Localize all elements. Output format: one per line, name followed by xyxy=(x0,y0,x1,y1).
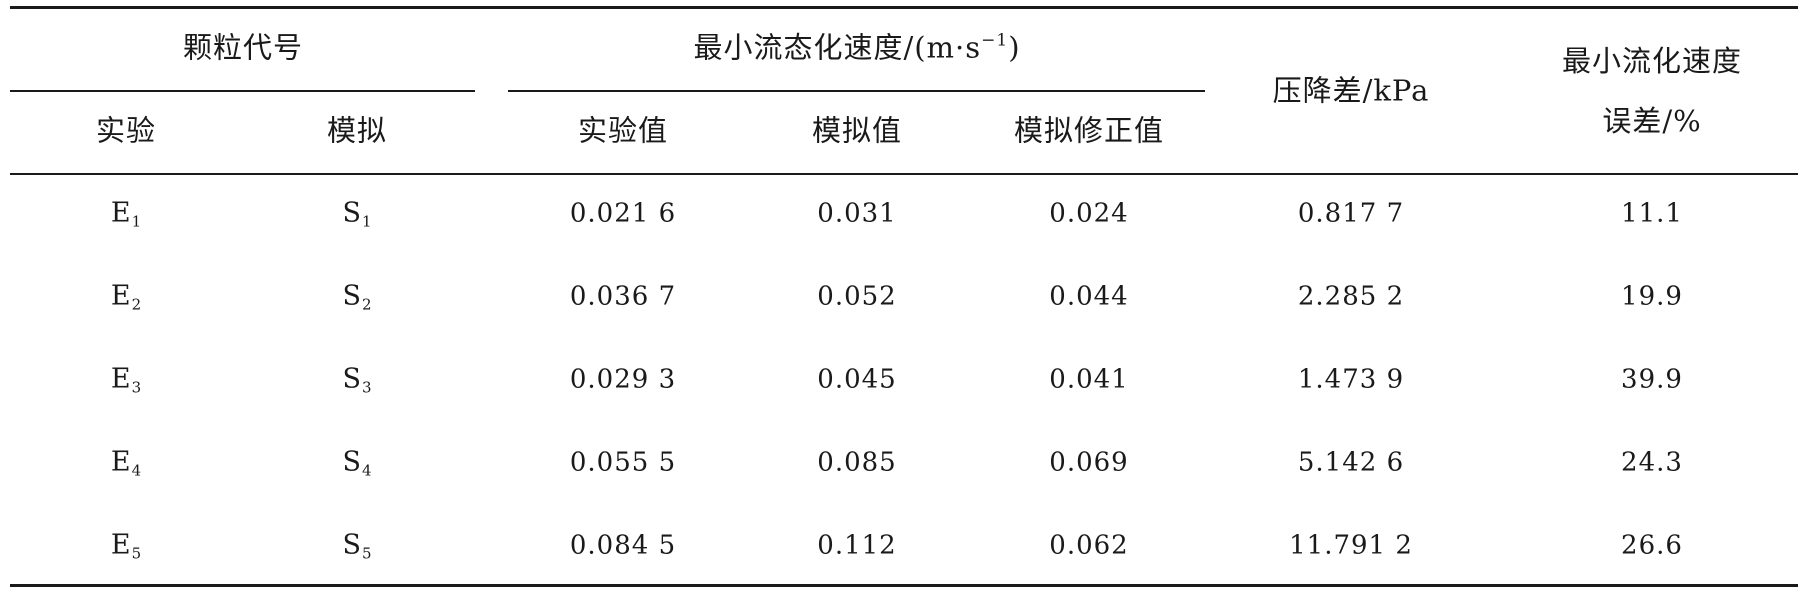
sim-code-letter: S xyxy=(342,197,361,229)
exp-code-subscript: 4 xyxy=(131,461,142,480)
sim-code-subscript: 5 xyxy=(361,544,372,563)
velocity-header-suffix: ) xyxy=(1008,30,1021,65)
table-cell-sim-value: 0.045 xyxy=(817,364,897,395)
header-pressure-drop: 压降差/kPa xyxy=(1272,73,1430,108)
table-cell-error: 19.9 xyxy=(1621,281,1683,312)
sim-code-subscript: 4 xyxy=(361,461,372,480)
velocity-header-exponent: −1 xyxy=(981,30,1009,51)
table-cell-corrected: 0.024 xyxy=(1049,198,1129,229)
header-simulation: 模拟 xyxy=(326,113,388,148)
table-cell-sim-code: S2 xyxy=(342,281,371,314)
header-error-line1: 最小流化速度 xyxy=(1561,44,1743,78)
table-top-rule xyxy=(10,6,1798,9)
sim-code-subscript: 1 xyxy=(361,212,372,231)
header-min-fluidization-velocity: 最小流态化速度/(m·s−1) xyxy=(693,31,1020,66)
sim-code-subscript: 2 xyxy=(361,295,372,314)
header-bottom-rule xyxy=(10,173,1798,175)
table-cell-sim-value: 0.112 xyxy=(817,530,897,561)
table-cell-exp-code: E4 xyxy=(111,447,141,480)
exp-code-subscript: 3 xyxy=(131,378,142,397)
table-cell-exp-value: 0.055 5 xyxy=(569,447,677,478)
table-cell-exp-value: 0.084 5 xyxy=(569,530,677,561)
table-cell-sim-code: S4 xyxy=(342,447,371,480)
exp-code-letter: E xyxy=(110,197,131,229)
table-cell-error: 26.6 xyxy=(1621,530,1683,561)
table-cell-pressure: 1.473 9 xyxy=(1297,364,1405,395)
header-particle-code: 颗粒代号 xyxy=(182,30,304,65)
table-cell-error: 39.9 xyxy=(1621,364,1683,395)
particle-group-underline xyxy=(10,90,475,92)
table-cell-exp-value: 0.021 6 xyxy=(569,198,677,229)
table-bottom-rule xyxy=(10,584,1798,587)
sim-code-letter: S xyxy=(342,529,361,561)
header-simulation-value: 模拟值 xyxy=(811,113,903,148)
table-cell-sim-code: S5 xyxy=(342,530,371,563)
table-cell-sim-code: S3 xyxy=(342,364,371,397)
table-cell-sim-value: 0.052 xyxy=(817,281,897,312)
sim-code-subscript: 3 xyxy=(361,378,372,397)
exp-code-letter: E xyxy=(110,363,131,395)
table-cell-pressure: 2.285 2 xyxy=(1297,281,1405,312)
table-cell-error: 11.1 xyxy=(1621,198,1683,229)
header-error: 最小流化速度 误差/% xyxy=(1562,31,1742,151)
table-cell-exp-code: E1 xyxy=(111,198,141,231)
velocity-group-underline xyxy=(508,90,1205,92)
table-cell-exp-code: E3 xyxy=(111,364,141,397)
table-cell-sim-value: 0.031 xyxy=(817,198,897,229)
table-cell-pressure: 5.142 6 xyxy=(1297,447,1405,478)
sim-code-letter: S xyxy=(342,446,361,478)
table-cell-exp-code: E2 xyxy=(111,281,141,314)
sim-code-letter: S xyxy=(342,280,361,312)
table-cell-exp-code: E5 xyxy=(111,530,141,563)
velocity-header-prefix: 最小流态化速度/(m·s xyxy=(693,30,982,65)
table-cell-pressure: 0.817 7 xyxy=(1297,198,1405,229)
sim-code-letter: S xyxy=(342,363,361,395)
header-error-line2: 误差/% xyxy=(1602,104,1702,138)
table-cell-corrected: 0.044 xyxy=(1049,281,1129,312)
header-experiment: 实验 xyxy=(95,113,157,148)
table-cell-sim-code: S1 xyxy=(342,198,371,231)
header-experiment-value: 实验值 xyxy=(577,113,669,148)
exp-code-letter: E xyxy=(110,529,131,561)
table-cell-corrected: 0.041 xyxy=(1049,364,1129,395)
table-cell-exp-value: 0.036 7 xyxy=(569,281,677,312)
exp-code-subscript: 1 xyxy=(131,212,142,231)
exp-code-letter: E xyxy=(110,280,131,312)
table-cell-corrected: 0.062 xyxy=(1049,530,1129,561)
table-cell-pressure: 11.791 2 xyxy=(1289,530,1413,561)
exp-code-subscript: 5 xyxy=(131,544,142,563)
table-cell-error: 24.3 xyxy=(1621,447,1683,478)
exp-code-subscript: 2 xyxy=(131,295,142,314)
table-cell-corrected: 0.069 xyxy=(1049,447,1129,478)
header-simulation-corrected: 模拟修正值 xyxy=(1013,113,1165,148)
exp-code-letter: E xyxy=(110,446,131,478)
table-cell-exp-value: 0.029 3 xyxy=(569,364,677,395)
table-cell-sim-value: 0.085 xyxy=(817,447,897,478)
